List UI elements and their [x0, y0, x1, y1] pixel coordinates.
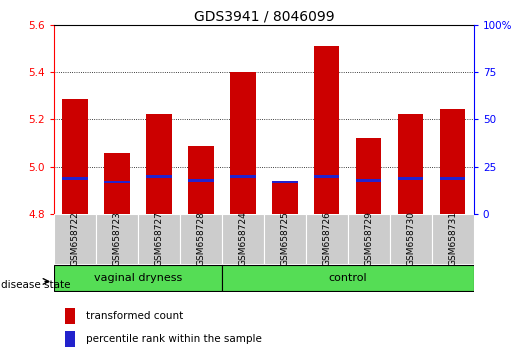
Bar [356, 179, 382, 182]
Text: GSM658728: GSM658728 [197, 211, 205, 267]
Bar [146, 175, 171, 178]
Bar [62, 99, 88, 214]
Bar [54, 214, 96, 264]
Title: GDS3941 / 8046099: GDS3941 / 8046099 [194, 10, 334, 24]
Bar [105, 153, 130, 214]
Bar [64, 331, 75, 347]
Text: GSM658722: GSM658722 [71, 212, 79, 266]
Text: control: control [329, 273, 367, 283]
Bar [272, 181, 298, 183]
Text: percentile rank within the sample: percentile rank within the sample [85, 334, 262, 344]
Text: transformed count: transformed count [85, 311, 183, 321]
Bar [272, 183, 298, 214]
Bar [180, 214, 222, 264]
Bar [348, 214, 390, 264]
Text: disease state: disease state [1, 280, 71, 290]
Bar [398, 114, 423, 214]
Bar [440, 109, 466, 214]
Text: vaginal dryness: vaginal dryness [94, 273, 182, 283]
Bar [432, 214, 474, 264]
Bar [440, 177, 466, 179]
Bar [264, 214, 306, 264]
Text: GSM658724: GSM658724 [238, 212, 247, 266]
Bar [314, 46, 339, 214]
Bar [230, 175, 255, 178]
Bar [398, 177, 423, 179]
Bar [306, 214, 348, 264]
Bar [188, 179, 214, 182]
Text: GSM658726: GSM658726 [322, 211, 331, 267]
Bar [390, 214, 432, 264]
Text: GSM658725: GSM658725 [281, 211, 289, 267]
Bar [188, 145, 214, 214]
Bar [105, 181, 130, 183]
Text: GSM658730: GSM658730 [406, 211, 415, 267]
Text: GSM658731: GSM658731 [449, 211, 457, 267]
Bar [62, 177, 88, 179]
Text: GSM658727: GSM658727 [154, 211, 163, 267]
Bar [96, 214, 138, 264]
Bar [314, 175, 339, 178]
Bar [222, 265, 474, 291]
Bar [356, 138, 382, 214]
Bar [64, 308, 75, 324]
Bar [54, 265, 222, 291]
Bar [138, 214, 180, 264]
Bar [222, 214, 264, 264]
Text: GSM658723: GSM658723 [113, 211, 122, 267]
Bar [146, 114, 171, 214]
Bar [230, 72, 255, 214]
Text: GSM658729: GSM658729 [365, 211, 373, 267]
